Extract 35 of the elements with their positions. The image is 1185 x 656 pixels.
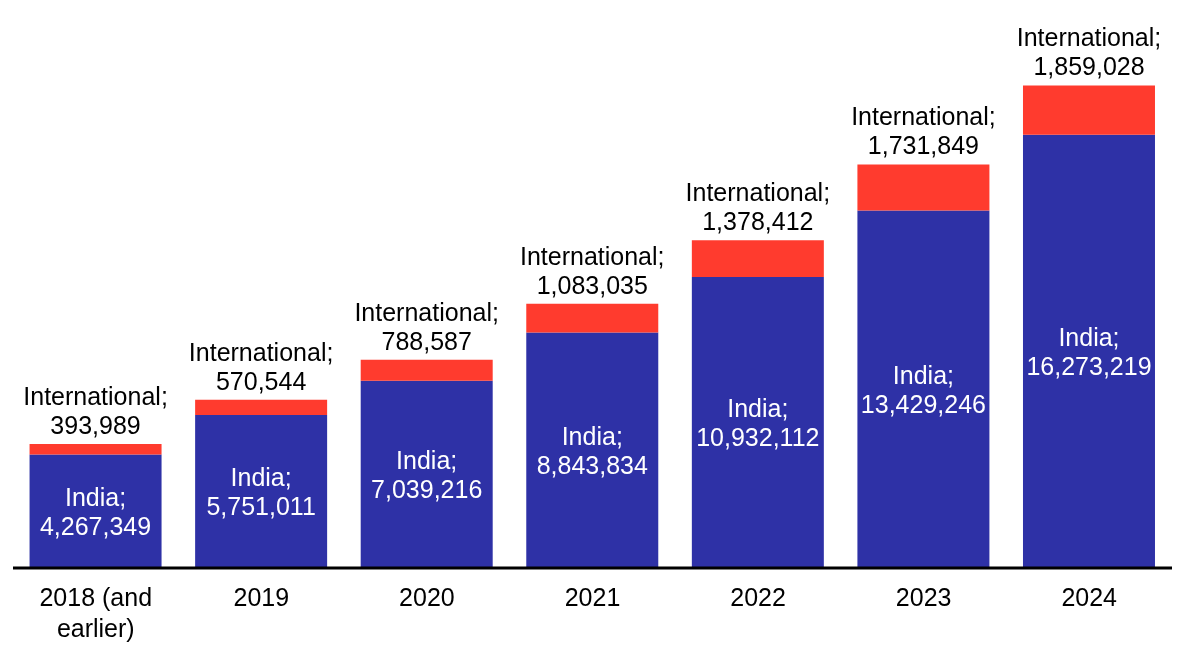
data-label: India; 8,843,834 bbox=[536, 421, 648, 479]
bar bbox=[195, 414, 328, 568]
data-label: India; 13,429,246 bbox=[860, 360, 986, 418]
x-tick-label: 2021 bbox=[564, 583, 621, 611]
bar bbox=[195, 399, 328, 415]
x-tick-label: 2024 bbox=[1061, 583, 1118, 611]
data-label: International; 1,083,035 bbox=[520, 241, 665, 299]
x-tick-label: 2023 bbox=[895, 583, 952, 611]
data-label: India; 7,039,216 bbox=[371, 445, 483, 503]
data-label: International; 1,731,849 bbox=[851, 102, 996, 160]
bar bbox=[29, 443, 162, 455]
bar bbox=[526, 332, 659, 568]
data-label: International; 1,378,412 bbox=[685, 178, 831, 236]
bar bbox=[360, 380, 493, 568]
bar bbox=[691, 277, 824, 568]
bar bbox=[360, 359, 493, 381]
bar bbox=[29, 454, 162, 568]
data-label: India; 10,932,112 bbox=[696, 394, 820, 452]
x-tick-label: 2018 (and earlier) bbox=[39, 583, 153, 642]
data-label: International; 1,859,028 bbox=[1016, 23, 1162, 81]
data-label: International; 393,989 bbox=[23, 381, 168, 439]
bar bbox=[691, 240, 824, 278]
data-label: India; 4,267,349 bbox=[39, 482, 152, 540]
x-tick-label: 2020 bbox=[399, 583, 455, 611]
data-label: India; 16,273,219 bbox=[1026, 322, 1152, 380]
bar bbox=[526, 303, 659, 333]
data-label: International; 788,587 bbox=[354, 297, 499, 355]
x-tick-label: 2019 bbox=[233, 583, 290, 611]
bar bbox=[857, 164, 990, 211]
data-label: India; 5,751,011 bbox=[206, 462, 316, 520]
bar bbox=[1022, 85, 1155, 135]
bar bbox=[857, 210, 990, 568]
bar bbox=[1022, 134, 1155, 568]
x-tick-label: 2022 bbox=[730, 583, 786, 611]
data-label: International; 570,544 bbox=[188, 337, 334, 395]
